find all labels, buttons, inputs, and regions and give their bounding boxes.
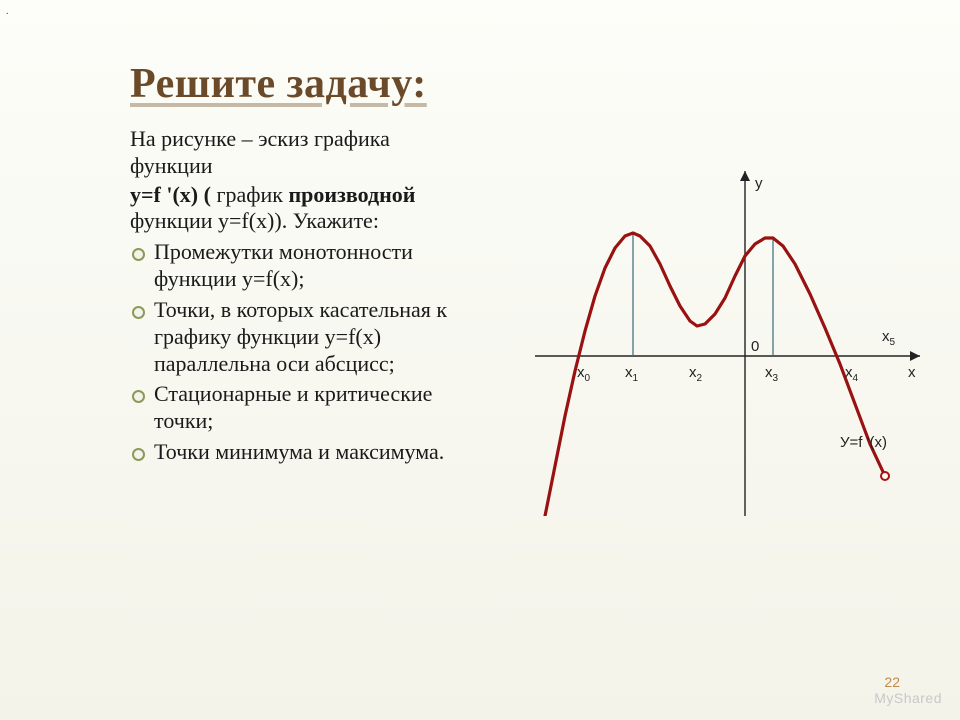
bullet-3: Стационарные и критические точки; <box>130 381 470 435</box>
watermark: MyShared <box>874 690 942 706</box>
open-endpoint <box>880 471 890 481</box>
tick-label-x5: x5 <box>882 328 895 348</box>
tick-label-x3: x3 <box>765 364 778 384</box>
y-axis-label: y <box>755 175 763 192</box>
intro2-bold: производной <box>288 182 415 207</box>
bullet-1: Промежутки монотонности функции y=f(x); <box>130 239 470 293</box>
tick-label-x1: x1 <box>625 364 638 384</box>
x-axis-label: x <box>908 364 916 381</box>
bullet-4: Точки минимума и максимума. <box>130 439 470 466</box>
intro-line-1: На рисунке – эскиз графика функции <box>130 126 470 180</box>
intro2-mid: график <box>211 182 289 207</box>
chart-svg <box>490 156 920 516</box>
slide: Решите задачу: На рисунке – эскиз график… <box>0 0 960 720</box>
intro2-post: функции y=f(x)). Укажите: <box>130 208 379 233</box>
bullet-list: Промежутки монотонности функции y=f(x); … <box>130 239 470 466</box>
content-row: На рисунке – эскиз графика функции y=f '… <box>130 126 920 516</box>
intro2-pre: y=f '(x) ( <box>130 182 211 207</box>
derivative-chart: yx0У=f '(x)x0x1x2x3x4x5 <box>490 156 920 516</box>
page-number: 22 <box>884 674 900 690</box>
intro-line-2: y=f '(x) ( график производной функции y=… <box>130 182 470 236</box>
slide-title: Решите задачу: <box>130 60 920 108</box>
tick-label-x0: x0 <box>577 364 590 384</box>
text-column: На рисунке – эскиз графика функции y=f '… <box>130 126 470 516</box>
tick-label-x4: x4 <box>845 364 858 384</box>
origin-label: 0 <box>751 338 759 355</box>
bullet-2: Точки, в которых касательная к графику ф… <box>130 297 470 377</box>
function-label: У=f '(x) <box>840 434 887 451</box>
tick-label-x2: x2 <box>689 364 702 384</box>
